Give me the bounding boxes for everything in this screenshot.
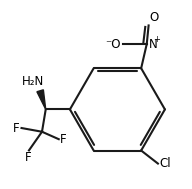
Text: O: O — [150, 11, 159, 24]
Text: ⁻O: ⁻O — [105, 38, 121, 51]
Text: F: F — [25, 151, 31, 164]
Text: F: F — [13, 122, 20, 135]
Text: Cl: Cl — [160, 157, 171, 170]
Polygon shape — [37, 90, 46, 109]
Text: F: F — [60, 133, 66, 146]
Text: H₂N: H₂N — [22, 75, 44, 88]
Text: +: + — [153, 35, 160, 44]
Text: N: N — [149, 38, 157, 51]
